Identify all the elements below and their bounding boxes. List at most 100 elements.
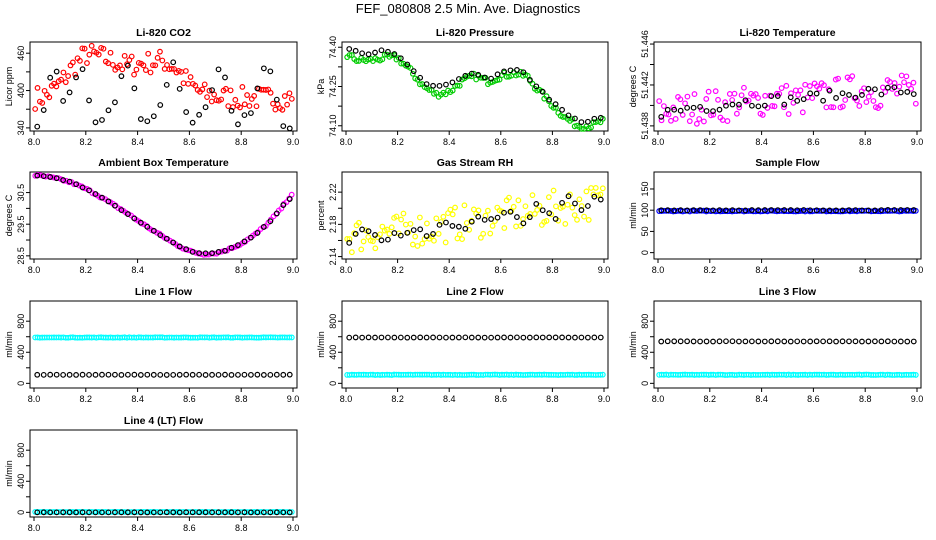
data-point bbox=[232, 96, 239, 103]
data-point bbox=[794, 338, 801, 345]
data-point bbox=[176, 243, 183, 250]
data-point bbox=[781, 338, 788, 345]
data-point bbox=[910, 79, 917, 86]
data-point bbox=[189, 119, 196, 126]
data-point bbox=[510, 203, 517, 210]
x-tick-label: 8.8 bbox=[546, 137, 559, 147]
data-point bbox=[904, 89, 911, 95]
y-axis-label: Licor ppm bbox=[4, 67, 14, 107]
data-point bbox=[60, 98, 67, 104]
data-point bbox=[468, 70, 475, 77]
data-point bbox=[656, 98, 663, 104]
data-point bbox=[859, 338, 865, 345]
data-point bbox=[260, 509, 267, 516]
data-point bbox=[202, 250, 209, 257]
data-point bbox=[591, 115, 598, 122]
data-point bbox=[560, 114, 566, 120]
data-point bbox=[112, 202, 118, 209]
data-point bbox=[118, 207, 125, 214]
data-point bbox=[539, 207, 546, 214]
data-point bbox=[47, 174, 54, 180]
data-point bbox=[468, 334, 475, 341]
y-tick-label: 0 bbox=[328, 381, 338, 386]
y-axis-label: degrees C bbox=[628, 65, 638, 107]
data-point bbox=[571, 212, 578, 219]
y-axis-label: ml/min bbox=[4, 331, 14, 358]
data-point bbox=[809, 95, 816, 102]
data-point bbox=[150, 371, 157, 378]
data-point bbox=[897, 338, 904, 345]
data-point bbox=[546, 334, 553, 341]
data-point bbox=[774, 338, 781, 345]
data-point bbox=[697, 103, 703, 110]
data-point bbox=[826, 207, 833, 214]
data-point bbox=[168, 65, 175, 72]
data-point bbox=[53, 509, 60, 516]
plot-frame bbox=[341, 171, 609, 260]
data-point bbox=[565, 193, 572, 200]
data-point bbox=[462, 334, 469, 341]
data-point bbox=[92, 191, 99, 197]
data-point bbox=[416, 214, 423, 221]
data-point bbox=[507, 67, 514, 74]
data-point bbox=[227, 87, 234, 94]
data-point bbox=[147, 69, 154, 76]
data-point bbox=[372, 334, 378, 341]
data-point bbox=[164, 62, 170, 68]
data-point bbox=[34, 85, 41, 91]
x-tick-label: 8.0 bbox=[652, 265, 665, 275]
y-tick-label: 800 bbox=[16, 443, 26, 458]
data-point bbox=[163, 235, 170, 242]
data-point bbox=[431, 237, 437, 244]
data-point bbox=[898, 72, 905, 79]
data-point bbox=[39, 100, 46, 106]
data-point bbox=[733, 110, 740, 117]
data-point bbox=[284, 101, 291, 108]
data-point bbox=[802, 81, 809, 88]
data-point bbox=[202, 104, 209, 111]
data-point bbox=[778, 85, 785, 92]
x-tick-label: 8.4 bbox=[131, 265, 144, 275]
data-point bbox=[398, 216, 405, 223]
data-point bbox=[787, 338, 794, 345]
data-point bbox=[244, 92, 250, 98]
data-point bbox=[105, 107, 112, 114]
x-tick-label: 8.6 bbox=[183, 137, 196, 147]
x-tick-label: 8.0 bbox=[28, 394, 41, 404]
data-point bbox=[393, 213, 400, 220]
data-point bbox=[79, 66, 86, 73]
data-point bbox=[774, 207, 781, 214]
data-point bbox=[215, 509, 222, 516]
data-point bbox=[559, 106, 565, 113]
data-point bbox=[443, 219, 449, 226]
data-point bbox=[550, 187, 557, 194]
data-point bbox=[553, 104, 559, 111]
data-point bbox=[480, 230, 487, 237]
data-point bbox=[71, 181, 78, 188]
data-point bbox=[34, 123, 41, 130]
x-tick-label: 9.0 bbox=[287, 523, 300, 533]
data-point bbox=[910, 91, 917, 98]
data-point bbox=[254, 509, 261, 516]
data-point bbox=[385, 236, 391, 243]
data-point bbox=[66, 178, 73, 185]
y-tick-label: 400 bbox=[16, 345, 26, 360]
data-point bbox=[684, 104, 691, 111]
data-point bbox=[507, 334, 514, 341]
data-point bbox=[436, 82, 443, 89]
data-point bbox=[588, 185, 594, 191]
x-tick-label: 8.8 bbox=[546, 265, 559, 275]
data-point bbox=[884, 338, 891, 345]
data-point bbox=[407, 220, 414, 227]
data-point bbox=[736, 207, 742, 214]
data-point bbox=[218, 248, 225, 255]
data-point bbox=[150, 113, 157, 120]
data-point bbox=[447, 206, 454, 213]
data-point bbox=[99, 194, 105, 201]
data-point bbox=[235, 121, 241, 128]
data-point bbox=[435, 230, 442, 237]
data-point bbox=[372, 49, 378, 56]
data-point bbox=[826, 338, 833, 345]
data-point bbox=[215, 371, 222, 378]
data-point bbox=[785, 111, 792, 117]
